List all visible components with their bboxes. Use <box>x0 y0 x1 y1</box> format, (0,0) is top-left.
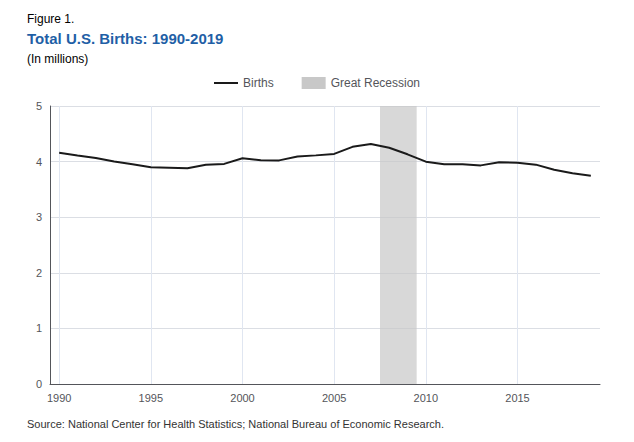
svg-text:Total U.S. Births: 1990-2019: Total U.S. Births: 1990-2019 <box>27 30 223 47</box>
svg-text:2005: 2005 <box>322 392 346 404</box>
svg-text:1: 1 <box>36 322 42 334</box>
svg-text:2: 2 <box>36 267 42 279</box>
svg-text:2015: 2015 <box>505 392 529 404</box>
svg-text:5: 5 <box>36 100 42 112</box>
svg-text:0: 0 <box>36 378 42 390</box>
svg-text:2010: 2010 <box>414 392 438 404</box>
svg-text:Great Recession: Great Recession <box>331 76 420 90</box>
svg-text:Births: Births <box>243 76 274 90</box>
svg-text:3: 3 <box>36 211 42 223</box>
svg-text:Source: National Center for He: Source: National Center for Health Stati… <box>27 418 444 430</box>
svg-text:4: 4 <box>36 156 42 168</box>
svg-text:(In millions): (In millions) <box>27 52 88 66</box>
svg-text:1990: 1990 <box>47 392 71 404</box>
svg-text:1995: 1995 <box>139 392 163 404</box>
svg-text:2000: 2000 <box>230 392 254 404</box>
svg-text:Figure 1.: Figure 1. <box>27 12 74 26</box>
